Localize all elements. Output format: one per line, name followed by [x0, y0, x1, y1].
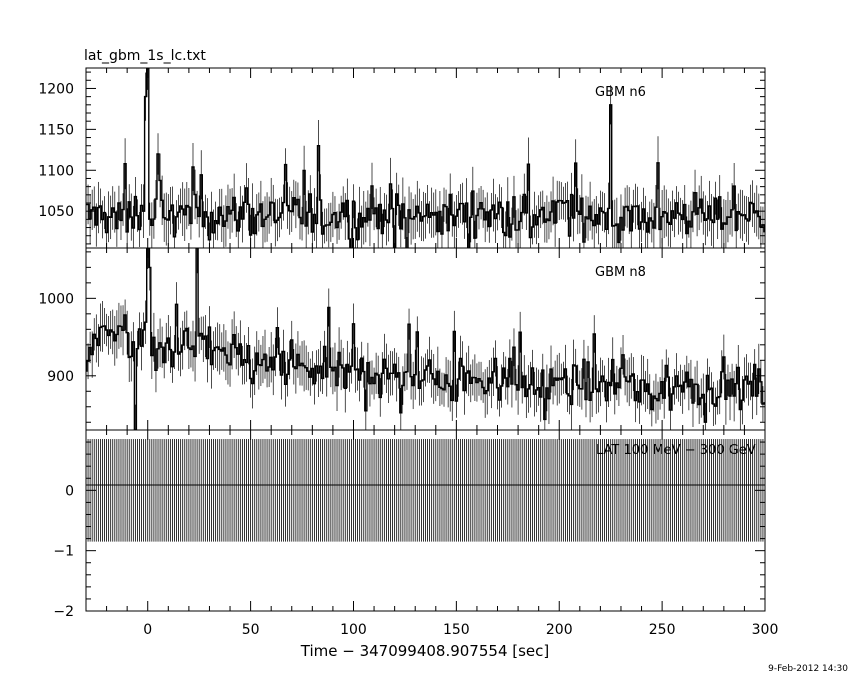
- x-tick-label: 150: [443, 622, 470, 638]
- y-tick-label: −1: [53, 544, 74, 560]
- panel-lat: −2 −1 0 LAT 100 MeV − 300 GeV: [53, 429, 766, 620]
- x-tick-label: 300: [752, 622, 779, 638]
- panel-label-gbm-n6: GBM n6: [595, 85, 646, 100]
- panel-label-lat: LAT 100 MeV − 300 GeV: [596, 443, 756, 458]
- series-line: [86, 68, 765, 248]
- y-tick-label: 1150: [38, 122, 74, 138]
- y-tick-label: 1050: [38, 204, 74, 220]
- panel-gbm-n6: 1050 1100 1150 1200 GBM n6: [38, 67, 766, 249]
- x-axis-label: Time − 347099408.907554 [sec]: [300, 642, 550, 660]
- y-tick-label: 1100: [38, 163, 74, 179]
- y-tick-label: 1000: [38, 291, 74, 307]
- x-tick-label: 50: [242, 622, 260, 638]
- x-tick-label: 250: [649, 622, 676, 638]
- x-tick-label: 200: [546, 622, 573, 638]
- panel-frame: [85, 429, 766, 612]
- x-tick-label: 0: [143, 622, 152, 638]
- y-tick-label: −2: [53, 604, 74, 620]
- panel-label-gbm-n8: GBM n8: [595, 265, 646, 280]
- chart-title: lat_gbm_1s_lc.txt: [84, 48, 206, 64]
- series-line: [86, 248, 765, 430]
- y-tick-label: 1200: [38, 81, 74, 97]
- panel-gbm-n8: 900 1000 GBM n8: [38, 247, 766, 431]
- x-tick-label: 100: [340, 622, 367, 638]
- timestamp: 9-Feb-2012 14:30: [768, 664, 848, 674]
- y-tick-label: 0: [65, 483, 74, 499]
- y-tick-label: 900: [47, 369, 74, 385]
